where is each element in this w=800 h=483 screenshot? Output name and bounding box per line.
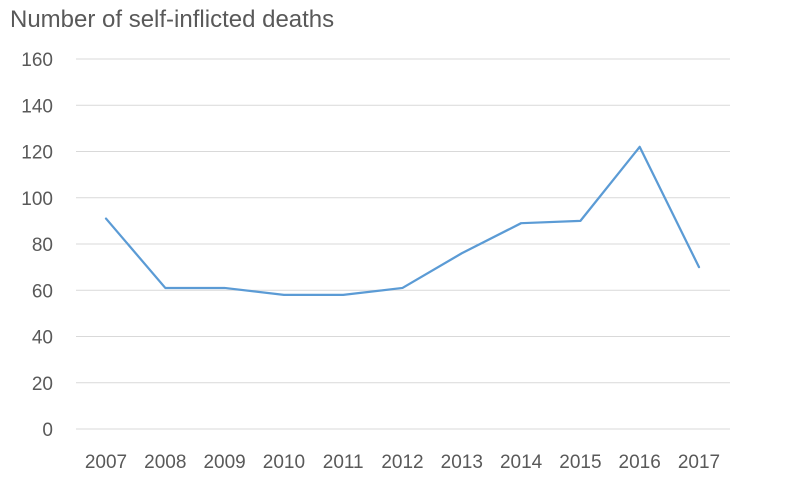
data-point-2012 <box>402 287 404 289</box>
series-line-0 <box>104 145 701 296</box>
y-tick-label: 100 <box>21 189 53 210</box>
x-tick-label: 2015 <box>559 452 601 473</box>
x-tick-label: 2010 <box>263 452 305 473</box>
x-tick-label: 2008 <box>144 452 186 473</box>
x-tick-label: 2012 <box>381 452 423 473</box>
y-tick-label: 120 <box>21 143 53 164</box>
x-tick-label: 2014 <box>500 452 543 473</box>
data-point-2007 <box>105 218 107 220</box>
y-tick-label: 60 <box>32 281 53 302</box>
data-point-2011 <box>342 294 344 296</box>
y-tick-label: 20 <box>32 374 53 395</box>
data-point-2014 <box>520 222 522 224</box>
x-axis-tick-labels: 2007 2008 2009 2010 2011 2012 2013 2014 2015 2016… <box>85 452 720 473</box>
y-tick-label: 140 <box>21 96 53 117</box>
data-point-2013 <box>461 252 463 254</box>
series-lines <box>104 145 701 296</box>
data-point-2009 <box>224 287 226 289</box>
y-tick-label: 0 <box>42 420 53 441</box>
data-point-2015 <box>579 220 581 222</box>
x-tick-label: 2011 <box>323 452 364 473</box>
data-point-2008 <box>164 287 166 289</box>
data-point-2016 <box>639 146 641 148</box>
chart-title: Number of self-inflicted deaths <box>10 6 335 33</box>
y-tick-label: 160 <box>21 50 53 71</box>
x-tick-label: 2013 <box>441 452 483 473</box>
y-axis-tick-labels: 0 20 40 60 80 100 120 140 160 <box>21 50 53 441</box>
x-tick-label: 2016 <box>619 452 661 473</box>
data-point-2010 <box>283 294 285 296</box>
y-tick-label: 40 <box>32 328 53 349</box>
y-tick-label: 80 <box>32 235 53 256</box>
x-tick-label: 2017 <box>678 452 720 473</box>
gridlines <box>76 58 730 430</box>
data-point-2017 <box>698 266 700 268</box>
x-tick-label: 2009 <box>203 452 245 473</box>
x-tick-label: 2007 <box>85 452 127 473</box>
